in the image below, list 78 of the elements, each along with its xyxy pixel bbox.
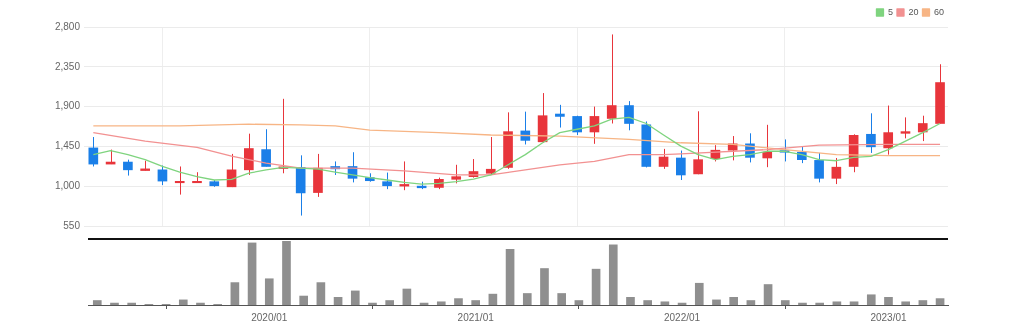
bar: [522, 293, 532, 305]
bar: [780, 300, 790, 305]
candlestick: [676, 150, 686, 181]
y-tick-label: 2,800: [54, 20, 81, 32]
y-tick-label: 1,900: [54, 100, 81, 112]
bar: [712, 299, 721, 305]
candlestick: [658, 148, 669, 170]
candlestick: [485, 136, 496, 176]
y-tick-label: 1,000: [54, 179, 81, 191]
candlestick: [831, 157, 842, 185]
bar: [901, 301, 911, 305]
bar: [299, 295, 309, 305]
candlestick: [244, 133, 254, 176]
candlestick: [762, 124, 773, 168]
legend-label: 20: [908, 6, 919, 17]
bar: [92, 300, 102, 305]
y-tick-label: 1,450: [54, 140, 81, 152]
bar: [264, 278, 274, 305]
candlestick: [261, 128, 271, 167]
bar: [866, 294, 876, 305]
bar: [282, 241, 291, 305]
y-tick-label: 550: [63, 219, 81, 231]
bar: [402, 288, 412, 305]
candlestick: [883, 105, 894, 156]
bar: [368, 302, 377, 305]
candlestick: [555, 104, 565, 129]
candlestick: [88, 136, 99, 167]
candlestick: [520, 111, 531, 145]
legend-label: 5: [887, 6, 893, 17]
candlestick: [451, 164, 462, 184]
candlestick: [900, 116, 911, 139]
bar: [694, 282, 704, 305]
bar: [849, 301, 859, 305]
candlestick: [606, 33, 617, 124]
candlestick: [866, 112, 876, 154]
legend-label: 60: [933, 6, 944, 17]
bar: [643, 300, 653, 305]
bar: [591, 268, 601, 305]
candlestick: [174, 165, 185, 196]
bar: [110, 302, 119, 305]
bar: [488, 293, 498, 305]
bar: [729, 296, 739, 305]
bar: [574, 300, 584, 305]
bar: [918, 300, 928, 305]
bar: [884, 296, 893, 305]
bar: [832, 301, 842, 305]
bar: [608, 244, 618, 305]
x-tick-label: 2020/01: [251, 311, 288, 323]
bar: [316, 282, 326, 305]
x-tick-label: 2023/01: [870, 311, 907, 323]
bar: [247, 242, 257, 305]
bar: [196, 302, 205, 305]
bar: [746, 300, 756, 305]
candlestick: [693, 110, 703, 175]
bar: [557, 293, 567, 305]
bar: [798, 302, 807, 305]
bar: [178, 299, 188, 305]
candlestick: [814, 152, 824, 183]
bar: [935, 298, 945, 305]
bar: [815, 302, 825, 305]
bar: [505, 248, 515, 305]
bar: [127, 302, 137, 305]
y-tick-label: 2,350: [54, 60, 81, 72]
candlestick: [917, 115, 928, 142]
bar: [454, 298, 463, 305]
bar: [626, 296, 635, 305]
candlestick: [624, 100, 634, 131]
bar: [385, 300, 395, 305]
bar: [471, 300, 481, 305]
x-tick-label: 2022/01: [664, 311, 701, 323]
bar: [230, 282, 240, 305]
bar: [350, 290, 360, 305]
bar: [660, 301, 670, 305]
bar: [540, 268, 549, 305]
bar: [436, 301, 446, 305]
x-tick-label: 2021/01: [457, 311, 495, 323]
bar: [763, 284, 773, 305]
bar: [333, 296, 343, 305]
